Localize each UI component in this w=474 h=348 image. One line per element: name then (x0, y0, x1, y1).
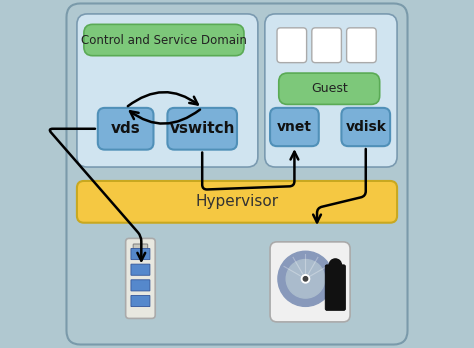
FancyBboxPatch shape (341, 108, 390, 146)
FancyBboxPatch shape (346, 28, 376, 63)
Circle shape (329, 259, 341, 271)
FancyBboxPatch shape (312, 28, 341, 63)
FancyBboxPatch shape (277, 28, 307, 63)
FancyBboxPatch shape (133, 244, 147, 255)
FancyBboxPatch shape (167, 108, 237, 150)
Text: Guest: Guest (311, 82, 347, 95)
Text: vnet: vnet (277, 120, 312, 134)
Text: Hypervisor: Hypervisor (195, 194, 279, 209)
FancyBboxPatch shape (77, 14, 258, 167)
FancyBboxPatch shape (270, 242, 350, 322)
FancyBboxPatch shape (66, 3, 408, 345)
FancyBboxPatch shape (279, 73, 380, 104)
Text: vds: vds (111, 121, 140, 136)
Circle shape (286, 260, 325, 298)
FancyBboxPatch shape (131, 295, 150, 307)
FancyBboxPatch shape (131, 280, 150, 291)
FancyBboxPatch shape (126, 238, 155, 318)
Text: vdisk: vdisk (346, 120, 386, 134)
FancyBboxPatch shape (131, 248, 150, 260)
FancyBboxPatch shape (131, 264, 150, 275)
Circle shape (278, 251, 333, 306)
FancyBboxPatch shape (325, 265, 346, 310)
FancyBboxPatch shape (77, 181, 397, 223)
Circle shape (301, 275, 310, 283)
Text: Control and Service Domain: Control and Service Domain (81, 33, 247, 47)
FancyBboxPatch shape (98, 108, 154, 150)
FancyBboxPatch shape (84, 24, 244, 56)
FancyBboxPatch shape (265, 14, 397, 167)
Circle shape (303, 277, 308, 281)
Text: vswitch: vswitch (169, 121, 235, 136)
FancyBboxPatch shape (270, 108, 319, 146)
